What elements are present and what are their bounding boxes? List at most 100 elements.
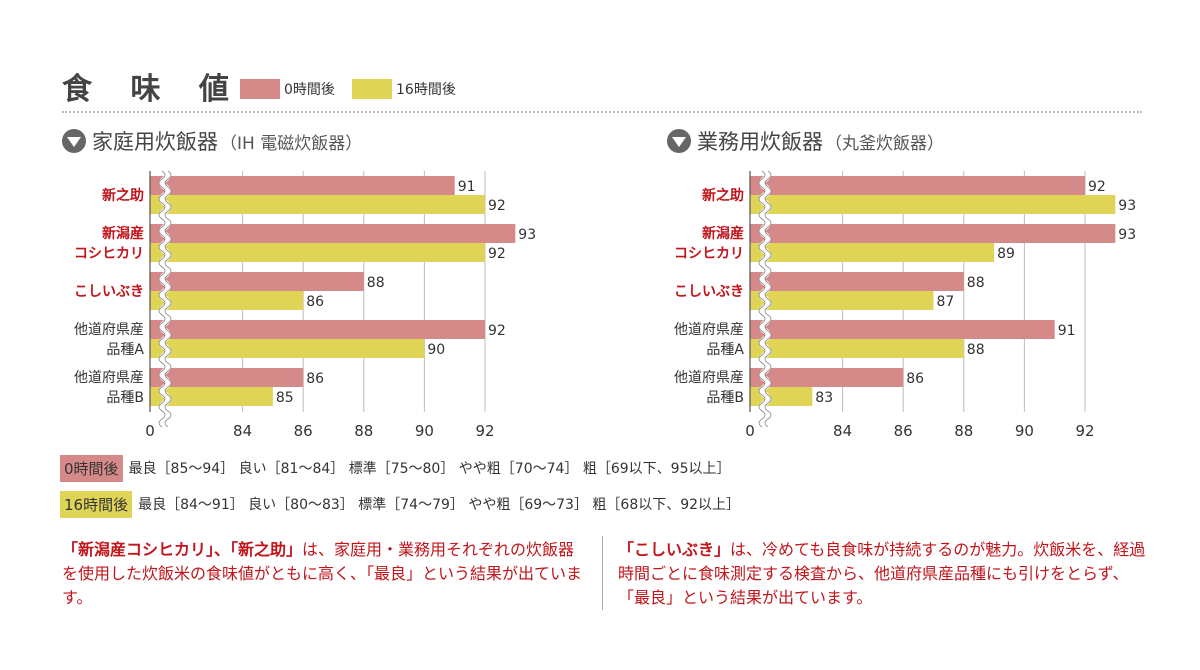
data-label: 86 <box>306 371 324 387</box>
category-label: 他道府県産 <box>74 370 144 386</box>
bar-16h <box>150 195 485 214</box>
data-label: 87 <box>937 294 955 310</box>
x-tick-label: 84 <box>833 422 852 440</box>
category-label: 新潟産 <box>702 225 744 242</box>
category-label: こしいぶき <box>674 284 744 300</box>
standard-row-0h: 0時間後 最良［85〜94］ 良い［81〜84］ 標準［75〜80］ やや粗［7… <box>60 454 731 482</box>
bar-0h <box>150 224 516 243</box>
category-label: 他道府県産 <box>74 322 144 338</box>
note-right-body: は、冷めても良食味が持続するのが魅力。炊飯米を、経過時間ごとに食味測定する検査か… <box>618 540 1146 607</box>
x-tick-label: 92 <box>1075 422 1094 440</box>
data-label: 88 <box>967 275 985 291</box>
axis-break-band <box>159 168 171 430</box>
panel-title-business: 業務用炊飯器 （丸釜炊飯器） <box>667 126 944 156</box>
data-label: 90 <box>427 342 445 358</box>
bar-16h <box>750 291 934 310</box>
bar-0h <box>150 176 455 195</box>
x-tick-label: 84 <box>233 422 252 440</box>
category-label: 他道府県産 <box>674 322 744 338</box>
category-label: コシヒカリ <box>674 246 744 262</box>
note-left: 「新潟産コシヒカリ」、「新之助」は、家庭用・業務用それぞれの炊飯器を使用した炊飯… <box>62 538 590 610</box>
bar-0h <box>150 320 485 339</box>
bar-16h <box>150 243 485 262</box>
category-label: 新之助 <box>702 187 744 204</box>
category-label: こしいぶき <box>74 284 144 300</box>
data-label: 91 <box>1058 323 1076 339</box>
bar-chart-home: 9192新之助9392新潟産コシヒカリ8886こしいぶき9290他道府県産品種A… <box>74 168 536 440</box>
bar-0h <box>150 368 304 387</box>
x-tick-label: 92 <box>475 422 494 440</box>
bar-16h <box>150 387 273 406</box>
standard-tag-0h: 0時間後 <box>60 454 123 482</box>
data-label: 93 <box>1118 198 1136 214</box>
dotted-divider <box>62 111 1142 113</box>
data-label: 88 <box>967 342 985 358</box>
bar-chart-business: 9293新之助9389新潟産コシヒカリ8887こしいぶき9188他道府県産品種A… <box>674 168 1136 440</box>
x-tick-label: 88 <box>354 422 373 440</box>
note-divider <box>602 536 603 610</box>
bar-16h <box>150 291 304 310</box>
x-tick-label: 90 <box>415 422 434 440</box>
bar-0h <box>750 224 1116 243</box>
bar-0h <box>150 272 364 291</box>
data-label: 86 <box>906 371 924 387</box>
panel-title-business-main: 業務用炊飯器 <box>697 130 823 154</box>
standard-text-16h: 最良［84〜91］ 良い［80〜83］ 標準［74〜79］ やや粗［69〜73］… <box>138 497 741 513</box>
x-tick-label: 90 <box>1015 422 1034 440</box>
data-label: 86 <box>306 294 324 310</box>
x-tick-label: 0 <box>145 422 155 440</box>
x-tick-label: 88 <box>954 422 973 440</box>
standard-tag-16h: 16時間後 <box>60 490 133 518</box>
data-label: 92 <box>488 246 506 262</box>
bar-16h <box>150 339 425 358</box>
legend-item-16h: 16時間後 <box>352 78 456 100</box>
down-triangle-icon <box>62 129 86 153</box>
bar-0h <box>750 368 904 387</box>
data-label: 85 <box>276 390 294 406</box>
data-label: 88 <box>367 275 385 291</box>
legend-swatch-16h <box>352 79 392 99</box>
data-label: 93 <box>518 227 536 243</box>
category-label: 他道府県産 <box>674 370 744 386</box>
x-tick-label: 0 <box>745 422 755 440</box>
note-left-body: は、家庭用・業務用それぞれの炊飯器を使用した炊飯米の食味値がともに高く、「最良」… <box>62 540 583 607</box>
panel-title-home-main: 家庭用炊飯器 <box>92 130 218 154</box>
panel-title-home: 家庭用炊飯器 （IH 電磁炊飯器） <box>62 126 362 156</box>
bar-0h <box>750 176 1085 195</box>
bar-0h <box>750 320 1055 339</box>
data-label: 92 <box>1088 179 1106 195</box>
note-right: 「こしいぶき」は、冷めても良食味が持続するのが魅力。炊飯米を、経過時間ごとに食味… <box>618 538 1148 610</box>
category-label: 品種B <box>106 390 144 406</box>
axis-break-line <box>764 170 772 428</box>
axis-break-band <box>759 168 771 430</box>
down-triangle-icon <box>667 129 691 153</box>
bar-16h <box>750 243 995 262</box>
standard-text-0h: 最良［85〜94］ 良い［81〜84］ 標準［75〜80］ やや粗［70〜74］… <box>128 461 731 477</box>
bar-0h <box>750 272 964 291</box>
category-label: 新潟産 <box>102 225 144 242</box>
category-label: 新之助 <box>102 187 144 204</box>
bar-16h <box>750 195 1116 214</box>
x-tick-label: 86 <box>294 422 313 440</box>
panel-title-business-sub: （丸釜炊飯器） <box>825 133 944 154</box>
category-label: 品種B <box>706 390 744 406</box>
x-tick-label: 86 <box>894 422 913 440</box>
legend-item-0h: 0時間後 <box>240 78 335 100</box>
data-label: 92 <box>488 198 506 214</box>
standard-row-16h: 16時間後 最良［84〜91］ 良い［80〜83］ 標準［74〜79］ やや粗［… <box>60 490 741 518</box>
panel-title-home-sub: （IH 電磁炊飯器） <box>220 133 363 154</box>
data-label: 93 <box>1118 227 1136 243</box>
bar-16h <box>750 339 964 358</box>
axis-break-line <box>164 170 172 428</box>
data-label: 83 <box>815 390 833 406</box>
chart-title: 食 味 値 <box>62 72 243 107</box>
category-label: コシヒカリ <box>74 246 144 262</box>
axis-break-line <box>158 170 166 428</box>
note-right-emphasis: 「こしいぶき」 <box>618 540 731 559</box>
data-label: 92 <box>488 323 506 339</box>
axis-break-line <box>758 170 766 428</box>
legend-swatch-0h <box>240 79 280 99</box>
data-label: 91 <box>458 179 476 195</box>
legend-label-0h: 0時間後 <box>284 82 335 98</box>
category-label: 品種A <box>106 342 144 358</box>
